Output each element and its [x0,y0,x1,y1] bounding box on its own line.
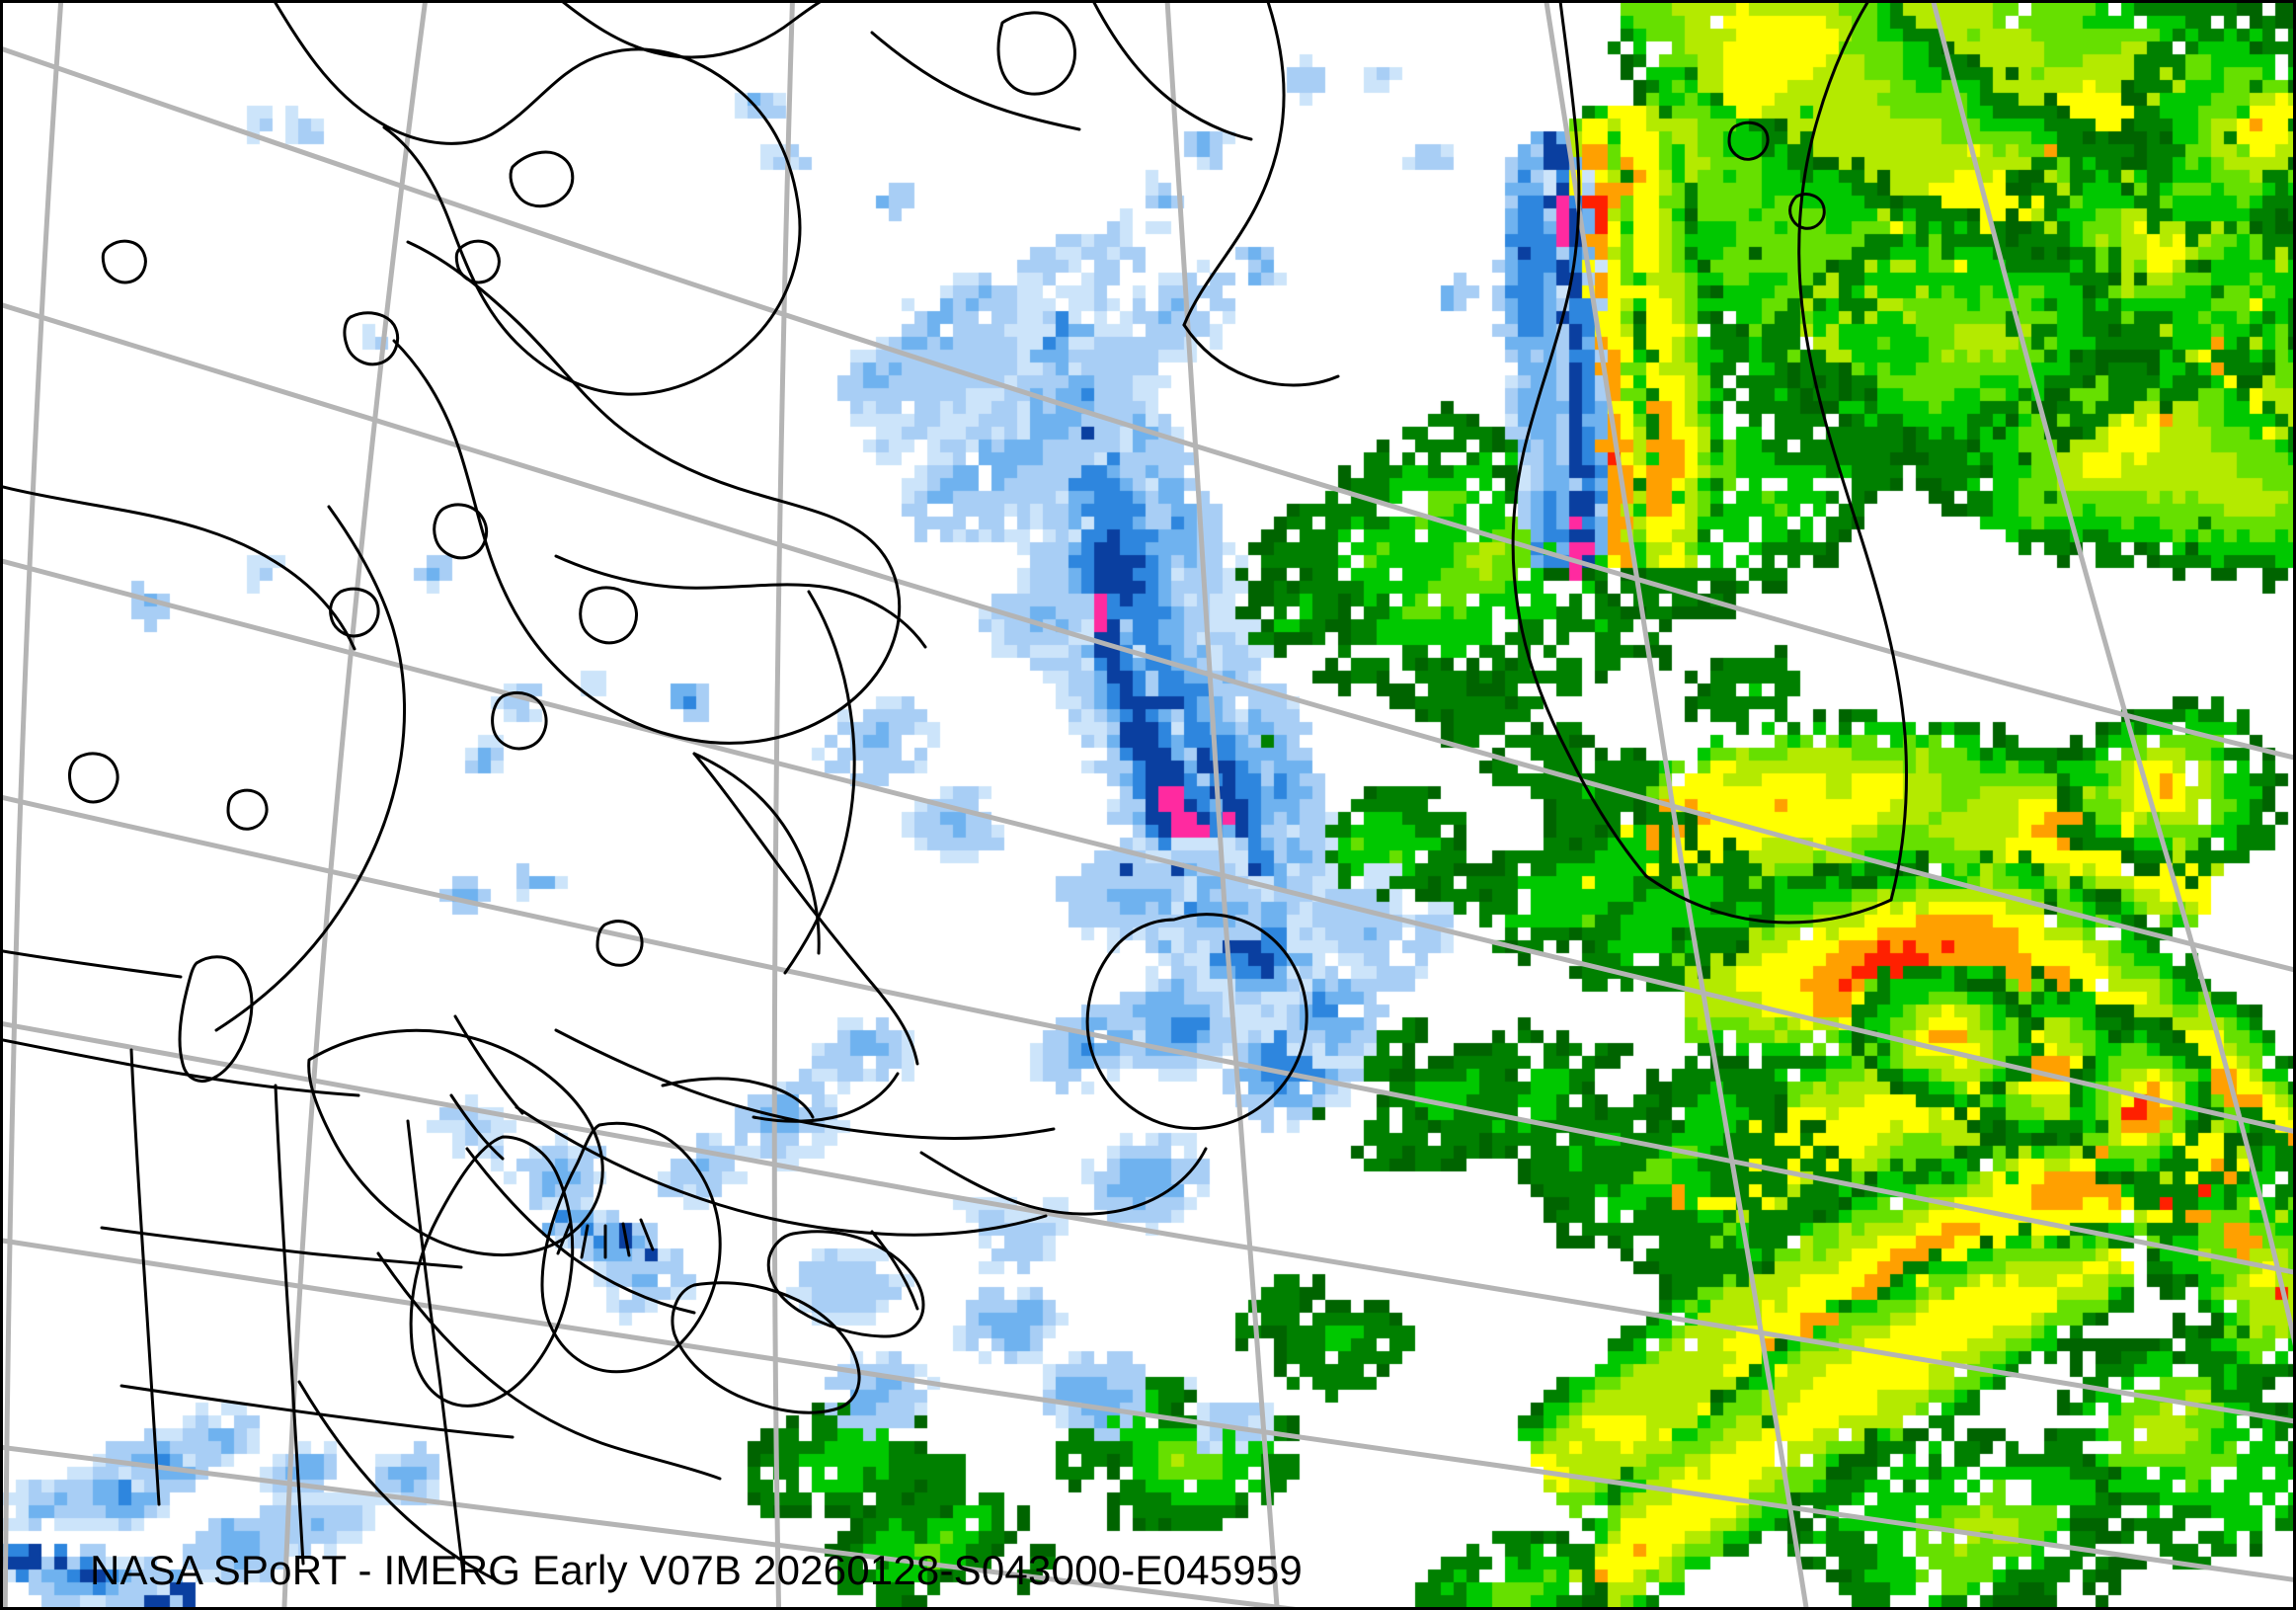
precipitation-raster-layer [3,3,2293,1607]
